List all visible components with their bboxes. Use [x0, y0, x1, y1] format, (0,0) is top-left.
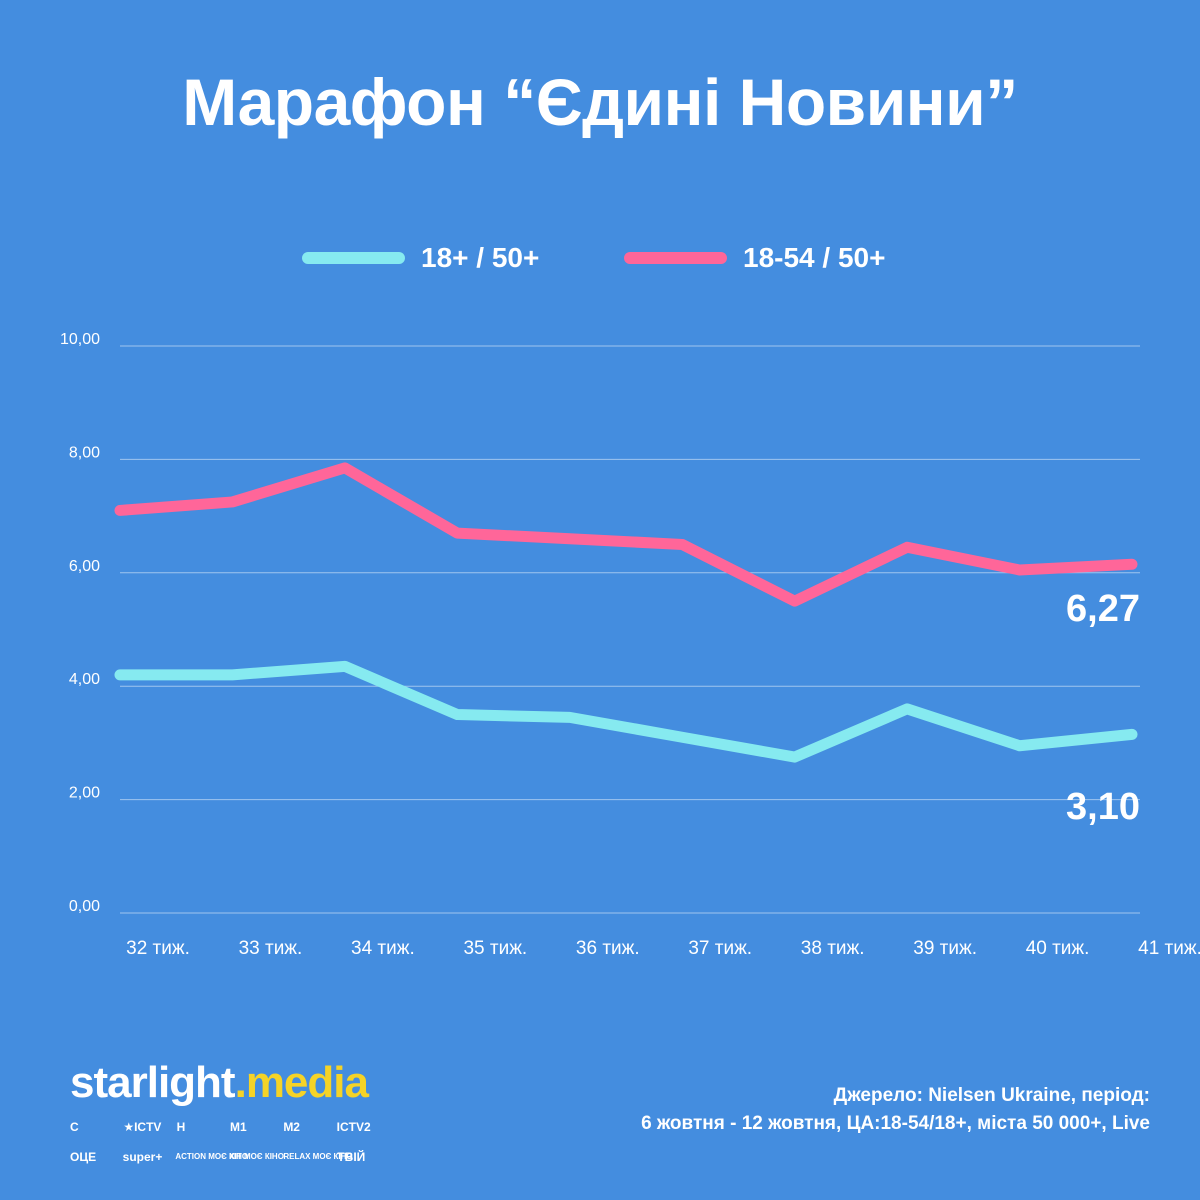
relax-kino-icon: RELAX МОЄ КІНО	[283, 1152, 353, 1161]
hit-kino-icon: ХІТ МОЄ КІНО	[229, 1152, 284, 1161]
line-chart: 0,00 2,00 4,00 6,00 8,00 10,00 32 тиж. 33 тиж. 3…	[60, 331, 1200, 959]
x-tick-label: 41 тиж.	[1138, 938, 1200, 959]
source-line-1: Джерело: Nielsen Ukraine, період:	[833, 1085, 1150, 1106]
stb-icon: С	[70, 1120, 79, 1134]
x-tick-label: 35 тиж.	[463, 938, 527, 959]
m2-icon: M2	[283, 1120, 300, 1134]
x-tick-label: 38 тиж.	[801, 938, 865, 959]
x-tick-label: 40 тиж.	[1026, 938, 1090, 959]
source-line-2: 6 жовтня - 12 жовтня, ЦА:18-54/18+, міст…	[641, 1113, 1150, 1134]
legend-label-series-2: 18-54 / 50+	[743, 242, 886, 273]
end-label-series-1: 3,10	[1066, 786, 1140, 828]
legend: 18+ / 50+ 18-54 / 50+	[0, 236, 1200, 280]
channel-logos-row-1: С ★ICTV Н M1 M2 ICTV2	[70, 1112, 390, 1142]
y-tick-label: 4,00	[69, 671, 100, 688]
chart-title: Марафон “Єдині Новини”	[182, 65, 1018, 139]
x-tick-label: 37 тиж.	[688, 938, 752, 959]
action-kino-icon: ACTION МОЄ КІНО	[175, 1152, 249, 1161]
y-tick-label: 10,00	[60, 331, 100, 348]
x-tick-label: 34 тиж.	[351, 938, 415, 959]
x-tick-label: 32 тиж.	[126, 938, 190, 959]
legend-item-series-1: 18+ / 50+	[302, 236, 539, 280]
legend-swatch-series-2	[624, 252, 727, 264]
brand-logo: starlight.media	[70, 1058, 369, 1108]
x-tick-label: 36 тиж.	[576, 938, 640, 959]
end-label-series-2: 6,27	[1066, 588, 1140, 630]
novyi-kanal-icon: Н	[176, 1120, 186, 1134]
super-plus-icon: super+	[122, 1150, 163, 1164]
y-tick-label: 6,00	[69, 558, 100, 575]
ictv-icon: ★ICTV	[123, 1120, 162, 1134]
brand-name-part2: media	[245, 1058, 369, 1107]
legend-item-series-2: 18-54 / 50+	[624, 236, 885, 280]
ictv2-icon: ICTV2	[336, 1120, 371, 1134]
x-tick-label: 39 тиж.	[913, 938, 977, 959]
series-line-1	[114, 660, 1138, 763]
brand-name-part1: starlight	[70, 1058, 236, 1107]
y-tick-label: 8,00	[69, 444, 100, 461]
x-tick-label: 33 тиж.	[239, 938, 303, 959]
oce-icon: ОЦЕ	[70, 1150, 97, 1164]
source-note: Джерело: Nielsen Ukraine, період: 6 жовт…	[450, 1082, 1150, 1138]
tviy-icon: ТВІЙ	[337, 1150, 366, 1164]
m1-icon: M1	[229, 1120, 247, 1134]
channel-logos-row-2: ОЦЕ super+ ACTION МОЄ КІНО ХІТ МОЄ КІНО RELA…	[70, 1142, 390, 1172]
series-line-2	[114, 462, 1138, 607]
channel-logos: С ★ICTV Н M1 M2 ICTV2 ОЦЕ super+ ACTION МОЄ КІН…	[70, 1112, 390, 1172]
y-tick-label: 0,00	[69, 898, 100, 915]
brand-dot: .	[234, 1058, 247, 1107]
legend-swatch-series-1	[302, 252, 405, 264]
y-tick-label: 2,00	[69, 785, 100, 802]
legend-label-series-1: 18+ / 50+	[421, 242, 540, 273]
